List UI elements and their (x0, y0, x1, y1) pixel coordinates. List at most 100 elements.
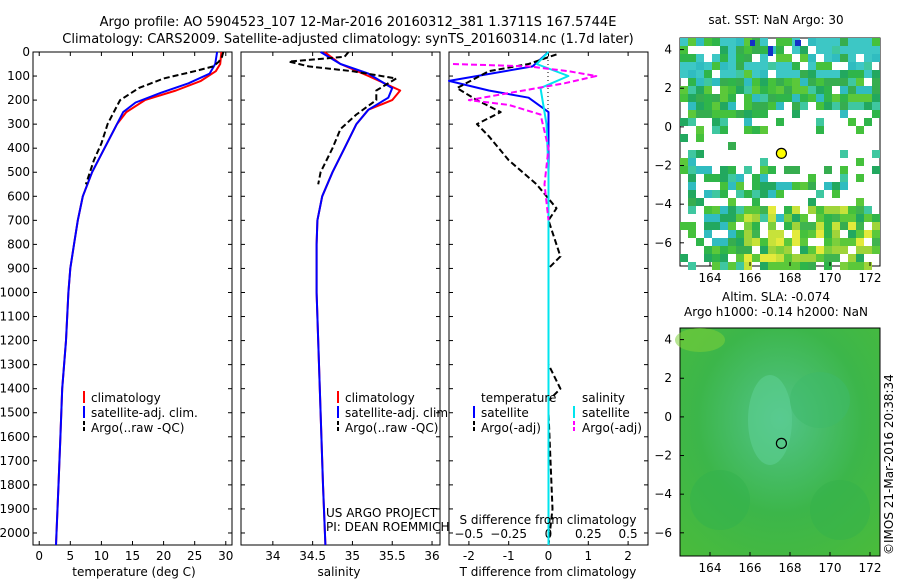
sst-cell (720, 222, 728, 230)
sst-cell (792, 102, 800, 110)
sst-cell (824, 230, 832, 238)
legend-temperature-argo: Argo(-adj) (481, 421, 541, 435)
sst-cell (744, 190, 752, 198)
sst-cell (688, 70, 696, 78)
y-tick-label: −2 (654, 159, 672, 173)
sst-cell (736, 238, 744, 246)
sst-cell (688, 190, 696, 198)
x-tick-label: 25 (187, 549, 202, 563)
sst-cell (808, 62, 816, 70)
x-tick-label: 168 (779, 561, 802, 575)
sst-cell (728, 198, 736, 206)
sst-cell (800, 70, 808, 78)
sst-cell (728, 70, 736, 78)
sst-cell (712, 126, 720, 134)
sst-cell (784, 206, 792, 214)
sst-cell (864, 38, 872, 46)
y-tick-label: 1200 (0, 334, 30, 348)
sst-cell (728, 166, 736, 174)
sst-cell (688, 222, 696, 230)
sst-cell (768, 214, 776, 222)
sst-cell (728, 238, 736, 246)
sst-cell (840, 246, 848, 254)
sst-cell (856, 86, 864, 94)
sst-cell (848, 254, 856, 262)
sst-cell (704, 102, 712, 110)
sst-cell (800, 78, 808, 86)
sst-cell (784, 38, 792, 46)
sst-cell (784, 54, 792, 62)
sst-cell (704, 166, 712, 174)
sst-cell (872, 70, 880, 78)
sst-cell (840, 70, 848, 78)
sst-cell (840, 110, 848, 118)
sst-cell (688, 262, 696, 270)
temperature-legend: climatology satellite-adj. clim. Argo(..… (83, 391, 198, 435)
x-tick-label: 168 (779, 271, 802, 285)
sst-cell (848, 102, 856, 110)
sst-cell (832, 78, 840, 86)
sst-cell (744, 70, 752, 78)
sst-cell (848, 46, 856, 54)
sst-cell (792, 222, 800, 230)
sst-cell (768, 254, 776, 262)
sst-cell (800, 230, 808, 238)
sst-cell (864, 118, 872, 126)
sst-cell (696, 198, 704, 206)
sst-cell (768, 102, 776, 110)
sst-cell (752, 62, 760, 70)
sst-cell (720, 246, 728, 254)
s-difference-label: S difference from climatology (460, 513, 637, 527)
sst-cell (824, 78, 832, 86)
sst-cell (824, 94, 832, 102)
temperature-x-axis: 0 5 10 15 20 25 30 (35, 52, 233, 563)
sst-cell (824, 238, 832, 246)
sst-cell (824, 262, 832, 270)
sst-cell (848, 206, 856, 214)
sst-cell (848, 78, 856, 86)
sst-cell (776, 38, 784, 46)
sst-cell (832, 190, 840, 198)
sst-cell (800, 94, 808, 102)
sst-cell (736, 230, 744, 238)
sst-cell (816, 214, 824, 222)
sst-cell (760, 238, 768, 246)
sst-cell (840, 46, 848, 54)
sst-cell (744, 262, 752, 270)
legend-salinity-argo: Argo(-adj) (582, 421, 642, 435)
sst-map-title: sat. SST: NaN Argo: 30 (708, 13, 843, 27)
sst-cell (816, 70, 824, 78)
sst-cell (680, 62, 688, 70)
legend-climatology: climatology (91, 391, 161, 405)
sst-cell (752, 94, 760, 102)
sst-cell (736, 70, 744, 78)
difference-lines (448, 51, 598, 546)
sst-cell (848, 38, 856, 46)
temperature-axes (32, 51, 233, 546)
sst-cell (840, 174, 848, 182)
sst-cell (784, 78, 792, 86)
sst-cell (808, 174, 816, 182)
sst-cell (768, 246, 776, 254)
sst-cell (832, 206, 840, 214)
sst-cell (712, 54, 720, 62)
sst-cell (736, 38, 744, 46)
sst-cell (688, 78, 696, 86)
sst-cell (688, 198, 696, 206)
sst-cell (832, 46, 840, 54)
sst-cell (808, 262, 816, 270)
temperature-xlabel: temperature (deg C) (72, 565, 195, 579)
sst-cell (704, 38, 712, 46)
x-tick-label: 164 (699, 271, 722, 285)
sst-cell (688, 158, 696, 166)
sst-cell (744, 206, 752, 214)
sst-cell (864, 214, 872, 222)
sst-cell (816, 86, 824, 94)
sst-cell (832, 222, 840, 230)
legend-salinity-satellite: satellite (582, 406, 630, 420)
sst-cell (720, 214, 728, 222)
sst-cell (696, 54, 704, 62)
sst-cell (736, 86, 744, 94)
sst-cell (856, 62, 864, 70)
sst-cell (768, 78, 776, 86)
